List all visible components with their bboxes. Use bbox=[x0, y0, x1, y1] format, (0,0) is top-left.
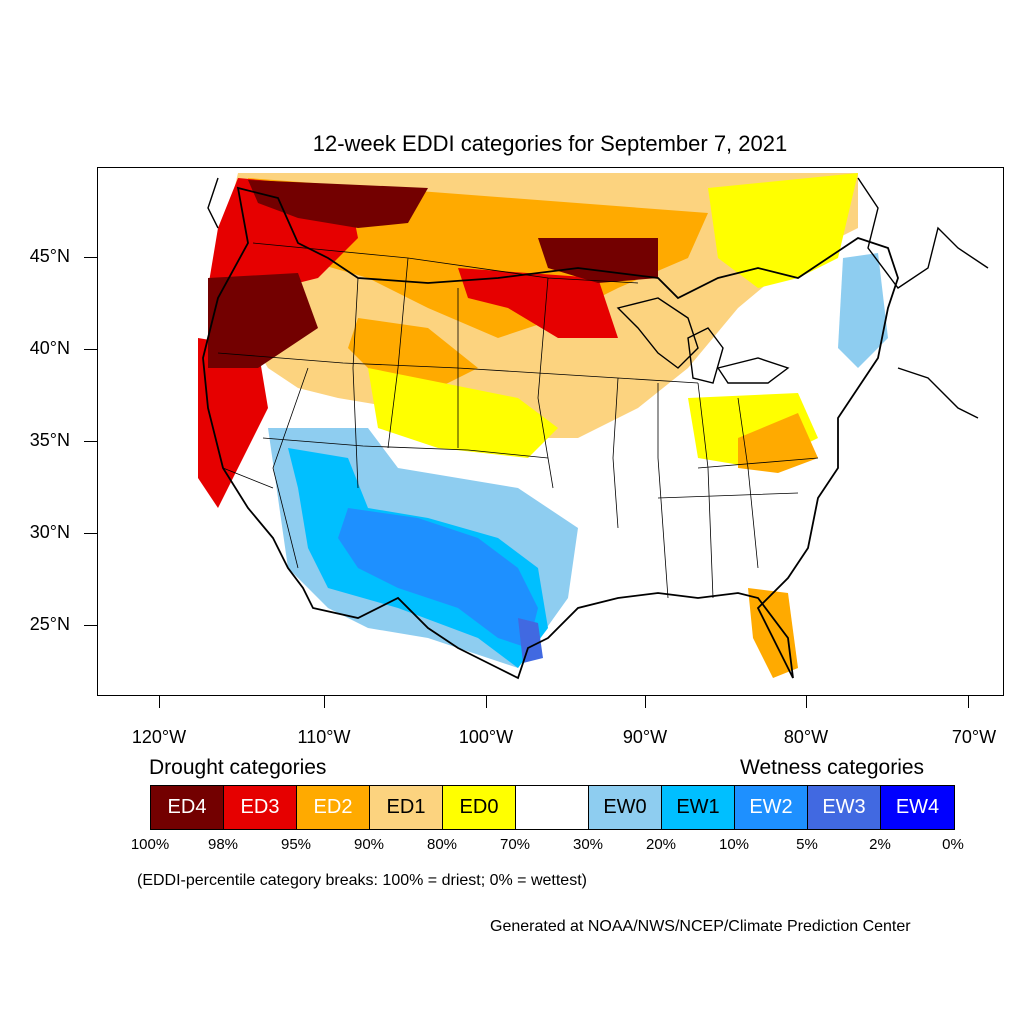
lon-tick-110 bbox=[324, 696, 325, 708]
category-fields bbox=[198, 173, 888, 678]
legend-cell-ew2: EW2 bbox=[735, 786, 808, 829]
legend-break-label: 10% bbox=[718, 836, 750, 853]
great-lakes bbox=[616, 297, 790, 384]
legend-cell-ed1: ED1 bbox=[370, 786, 443, 829]
wetness-heading: Wetness categories bbox=[740, 756, 925, 779]
credit-line: Generated at NOAA/NWS/NCEP/Climate Predi… bbox=[490, 918, 911, 935]
legend-cell-ew0: EW0 bbox=[589, 786, 662, 829]
lon-label-110: 110°W bbox=[297, 727, 351, 747]
lon-tick-70 bbox=[968, 696, 969, 708]
legend-break-label: 20% bbox=[645, 836, 677, 853]
lat-label-40: 40°N bbox=[29, 338, 70, 358]
legend-cell-ed2: ED2 bbox=[297, 786, 370, 829]
legend-break-label: 80% bbox=[426, 836, 458, 853]
map-panel bbox=[97, 167, 1004, 696]
ew3-region-gulf bbox=[518, 618, 543, 663]
legend-colorbar: ED4 ED3 ED2 ED1 ED0 EW0 EW1 EW2 EW3 EW4 bbox=[150, 785, 955, 830]
canada-coast bbox=[207, 177, 989, 419]
state-lines bbox=[217, 242, 819, 599]
legend-note: (EDDI-percentile category breaks: 100% =… bbox=[137, 872, 587, 889]
us-outline bbox=[202, 186, 899, 680]
legend-break-label: 2% bbox=[869, 836, 891, 853]
lon-label-100: 100°W bbox=[458, 727, 514, 747]
lon-tick-100 bbox=[486, 696, 487, 708]
drought-heading: Drought categories bbox=[149, 756, 327, 779]
ew2-region-sw bbox=[338, 508, 538, 648]
lat-tick-40 bbox=[84, 349, 97, 350]
legend-break-label: 70% bbox=[499, 836, 531, 853]
legend-break-label: 5% bbox=[796, 836, 818, 853]
lat-tick-30 bbox=[84, 533, 97, 534]
legend-cell-ed0: ED0 bbox=[443, 786, 516, 829]
legend-break-label: 30% bbox=[572, 836, 604, 853]
legend-break-label: 98% bbox=[207, 836, 239, 853]
legend-break-label: 95% bbox=[280, 836, 312, 853]
ed0-region-ne bbox=[708, 173, 858, 288]
legend-cell-ew4: EW4 bbox=[881, 786, 954, 829]
lat-tick-45 bbox=[84, 257, 97, 258]
legend-cell-ew3: EW3 bbox=[808, 786, 881, 829]
legend-cell-ew1: EW1 bbox=[662, 786, 735, 829]
lon-label-80: 80°W bbox=[783, 727, 829, 747]
ew0-region-ne bbox=[838, 253, 888, 368]
map-title: 12-week EDDI categories for September 7,… bbox=[312, 131, 788, 156]
legend-break-label: 0% bbox=[942, 836, 964, 853]
ed4-region-ne-plains bbox=[538, 238, 658, 283]
ed4-region-pnw bbox=[208, 273, 318, 368]
ed2-region-appalachia bbox=[738, 413, 818, 473]
lat-tick-25 bbox=[84, 625, 97, 626]
lat-label-45: 45°N bbox=[29, 246, 70, 266]
lat-label-35: 35°N bbox=[29, 430, 70, 450]
legend-break-label: 90% bbox=[353, 836, 385, 853]
lon-label-90: 90°W bbox=[622, 727, 668, 747]
boundaries bbox=[202, 177, 989, 680]
lon-tick-90 bbox=[645, 696, 646, 708]
lon-label-70: 70°W bbox=[951, 727, 997, 747]
lon-tick-120 bbox=[159, 696, 160, 708]
lon-label-120: 120°W bbox=[131, 727, 187, 747]
legend-cell-ed4: ED4 bbox=[151, 786, 224, 829]
lat-label-30: 30°N bbox=[29, 522, 70, 542]
eddi-map bbox=[198, 173, 989, 680]
ed1-region-florida bbox=[748, 588, 798, 678]
legend-break-label: 100% bbox=[130, 836, 170, 853]
lat-label-25: 25°N bbox=[29, 614, 70, 634]
lat-tick-35 bbox=[84, 441, 97, 442]
ed4-region-north bbox=[248, 180, 428, 228]
ed3-region-plains bbox=[458, 268, 618, 338]
legend-cell-ed3: ED3 bbox=[224, 786, 297, 829]
ed0-region-plains bbox=[368, 368, 558, 458]
legend-cell-neutral bbox=[516, 786, 589, 829]
lon-tick-80 bbox=[806, 696, 807, 708]
ed3-region-ca bbox=[198, 338, 268, 508]
